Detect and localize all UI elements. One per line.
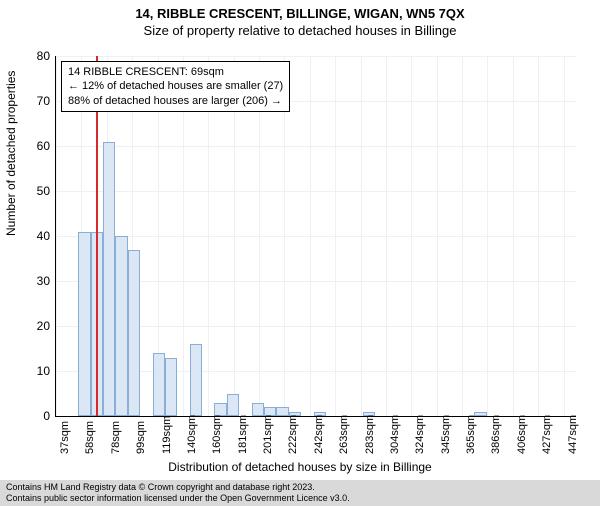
gridline-v bbox=[538, 56, 539, 416]
gridline-v bbox=[56, 56, 57, 416]
x-tick-label: 263sqm bbox=[338, 415, 350, 454]
gridline-v bbox=[564, 56, 565, 416]
callout-line-3: 88% of detached houses are larger (206) … bbox=[68, 94, 283, 108]
x-tick-label: 99sqm bbox=[135, 421, 147, 454]
gridline-v bbox=[513, 56, 514, 416]
x-tick-label: 324sqm bbox=[414, 415, 426, 454]
callout-line-1: 14 RIBBLE CRESCENT: 69sqm bbox=[68, 65, 283, 79]
x-tick-label: 181sqm bbox=[237, 415, 249, 454]
histogram-bar bbox=[190, 344, 202, 416]
chart-plot-area: 14 RIBBLE CRESCENT: 69sqm← 12% of detach… bbox=[55, 56, 576, 417]
y-tick-label: 20 bbox=[25, 319, 50, 333]
y-tick-label: 50 bbox=[25, 184, 50, 198]
y-tick-label: 40 bbox=[25, 229, 50, 243]
histogram-bar bbox=[115, 236, 127, 416]
x-tick-label: 283sqm bbox=[364, 415, 376, 454]
y-tick-label: 10 bbox=[25, 364, 50, 378]
histogram-bar bbox=[78, 232, 90, 417]
x-tick-label: 386sqm bbox=[490, 415, 502, 454]
x-tick-label: 304sqm bbox=[389, 415, 401, 454]
y-tick-label: 80 bbox=[25, 49, 50, 63]
gridline-v bbox=[411, 56, 412, 416]
gridline-h bbox=[56, 236, 576, 237]
chart-title-sub: Size of property relative to detached ho… bbox=[0, 23, 600, 38]
y-tick-label: 30 bbox=[25, 274, 50, 288]
gridline-v bbox=[462, 56, 463, 416]
histogram-bar bbox=[153, 353, 165, 416]
gridline-v bbox=[487, 56, 488, 416]
x-tick-label: 140sqm bbox=[186, 415, 198, 454]
histogram-bar bbox=[227, 394, 239, 417]
x-tick-label: 365sqm bbox=[465, 415, 477, 454]
gridline-v bbox=[361, 56, 362, 416]
y-tick-label: 60 bbox=[25, 139, 50, 153]
x-tick-label: 37sqm bbox=[59, 421, 71, 454]
x-tick-label: 58sqm bbox=[84, 421, 96, 454]
gridline-v bbox=[386, 56, 387, 416]
y-axis-label: Number of detached properties bbox=[4, 71, 18, 236]
callout-line-2: ← 12% of detached houses are smaller (27… bbox=[68, 79, 283, 93]
x-tick-label: 78sqm bbox=[110, 421, 122, 454]
footer-line-1: Contains HM Land Registry data © Crown c… bbox=[6, 482, 594, 493]
x-tick-label: 160sqm bbox=[211, 415, 223, 454]
chart-title-main: 14, RIBBLE CRESCENT, BILLINGE, WIGAN, WN… bbox=[0, 6, 600, 21]
callout-box: 14 RIBBLE CRESCENT: 69sqm← 12% of detach… bbox=[61, 61, 290, 112]
gridline-h bbox=[56, 146, 576, 147]
gridline-h bbox=[56, 191, 576, 192]
y-tick-label: 0 bbox=[25, 409, 50, 423]
histogram-bar bbox=[128, 250, 140, 417]
footer-attribution: Contains HM Land Registry data © Crown c… bbox=[0, 480, 600, 506]
histogram-bar bbox=[103, 142, 115, 417]
x-tick-label: 345sqm bbox=[440, 415, 452, 454]
x-tick-label: 427sqm bbox=[541, 415, 553, 454]
x-axis-label: Distribution of detached houses by size … bbox=[0, 460, 600, 474]
x-tick-label: 447sqm bbox=[567, 415, 579, 454]
gridline-v bbox=[335, 56, 336, 416]
x-tick-label: 201sqm bbox=[262, 415, 274, 454]
footer-line-2: Contains public sector information licen… bbox=[6, 493, 594, 504]
x-tick-label: 406sqm bbox=[516, 415, 528, 454]
x-tick-label: 242sqm bbox=[313, 415, 325, 454]
x-tick-label: 119sqm bbox=[161, 416, 173, 454]
gridline-v bbox=[437, 56, 438, 416]
gridline-v bbox=[310, 56, 311, 416]
histogram-bar bbox=[165, 358, 177, 417]
x-tick-label: 222sqm bbox=[287, 415, 299, 454]
y-tick-label: 70 bbox=[25, 94, 50, 108]
gridline-h bbox=[56, 56, 576, 57]
